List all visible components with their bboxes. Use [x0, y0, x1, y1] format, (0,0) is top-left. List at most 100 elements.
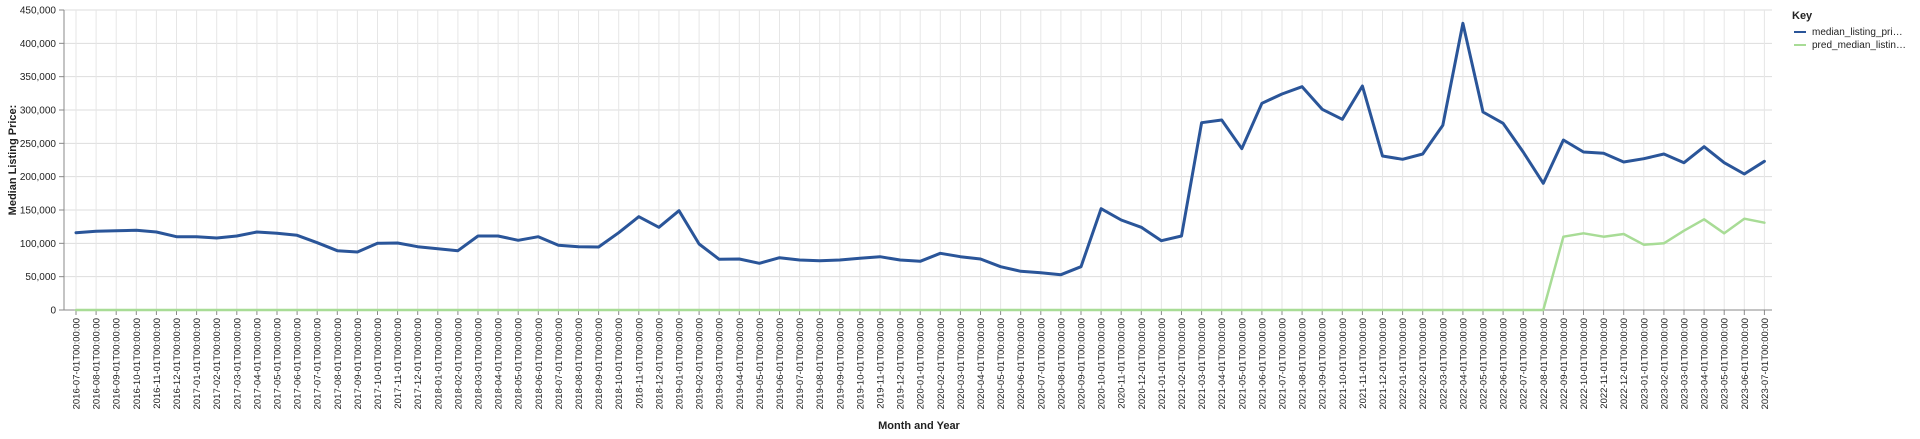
x-tick-label: 2017-07-01T00:00:00: [313, 318, 324, 409]
legend-title: Key: [1792, 10, 1813, 22]
x-tick-label: 2021-10-01T00:00:00: [1338, 318, 1349, 409]
x-tick-label: 2017-06-01T00:00:00: [293, 318, 304, 409]
x-tick-label: 2022-06-01T00:00:00: [1499, 318, 1510, 409]
y-tick-label: 250,000: [20, 139, 57, 150]
x-tick-label: 2021-07-01T00:00:00: [1278, 318, 1289, 409]
x-tick-label: 2017-01-01T00:00:00: [192, 318, 203, 409]
x-tick-label: 2018-01-01T00:00:00: [433, 318, 444, 409]
x-tick-label: 2021-08-01T00:00:00: [1298, 318, 1309, 409]
x-tick-label: 2021-06-01T00:00:00: [1257, 318, 1268, 409]
x-tick-label: 2023-07-01T00:00:00: [1760, 318, 1771, 409]
y-tick-label: 350,000: [20, 72, 57, 83]
x-tick-label: 2022-07-01T00:00:00: [1519, 318, 1530, 409]
axes-layer: 0 50,000 100,000 150,000 200,000 250,000 300,0…: [20, 6, 1772, 409]
x-tick-label: 2016-09-01T00:00:00: [112, 318, 123, 409]
x-tick-label: 2022-05-01T00:00:00: [1479, 318, 1490, 409]
x-axis-title: Month and Year: [878, 420, 960, 432]
grid-layer: [64, 9, 1772, 311]
x-tick-label: 2016-08-01T00:00:00: [92, 318, 103, 409]
x-tick-label: 2020-02-01T00:00:00: [936, 318, 947, 409]
x-tick-label: 2020-06-01T00:00:00: [1016, 318, 1027, 409]
x-tick-label: 2022-04-01T00:00:00: [1458, 318, 1469, 409]
x-tick-label: 2023-01-01T00:00:00: [1639, 318, 1650, 409]
x-tick-label: 2021-11-01T00:00:00: [1358, 318, 1369, 409]
x-tick-label: 2023-05-01T00:00:00: [1720, 318, 1731, 409]
x-tick-label: 2022-10-01T00:00:00: [1579, 318, 1590, 409]
x-tick-label: 2022-09-01T00:00:00: [1559, 318, 1570, 409]
x-tick-label: 2020-12-01T00:00:00: [1137, 318, 1148, 409]
x-tick-label: 2023-02-01T00:00:00: [1659, 318, 1670, 409]
x-tick-label: 2019-10-01T00:00:00: [855, 318, 866, 409]
x-tick-label: 2018-09-01T00:00:00: [594, 318, 605, 409]
x-tick-label: 2019-12-01T00:00:00: [896, 318, 907, 409]
x-tick-label: 2016-11-01T00:00:00: [152, 318, 163, 409]
x-tick-label: 2017-11-01T00:00:00: [393, 318, 404, 409]
x-tick-label: 2018-05-01T00:00:00: [514, 318, 525, 409]
x-tick-label: 2020-04-01T00:00:00: [976, 318, 987, 409]
x-tick-label: 2016-07-01T00:00:00: [72, 318, 83, 409]
legend: Key median_listing_pri… pred_median_list…: [1792, 10, 1906, 51]
x-tick-label: 2018-02-01T00:00:00: [453, 318, 464, 409]
x-tick-label: 2023-03-01T00:00:00: [1680, 318, 1691, 409]
x-tick-label: 2018-12-01T00:00:00: [654, 318, 665, 409]
x-tick-label: 2022-12-01T00:00:00: [1619, 318, 1630, 409]
x-tick-label: 2017-09-01T00:00:00: [353, 318, 364, 409]
y-tick-label: 400,000: [20, 39, 57, 50]
x-tick-label: 2017-05-01T00:00:00: [273, 318, 284, 409]
x-tick-label: 2021-03-01T00:00:00: [1197, 318, 1208, 409]
x-tick-label: 2017-04-01T00:00:00: [252, 318, 263, 409]
x-tick-label: 2017-08-01T00:00:00: [333, 318, 344, 409]
y-tick-label: 150,000: [20, 206, 57, 217]
x-tick-label: 2020-10-01T00:00:00: [1097, 318, 1108, 409]
y-tick-label: 100,000: [20, 239, 57, 250]
x-tick-label: 2020-05-01T00:00:00: [996, 318, 1007, 409]
x-tick-label: 2017-02-01T00:00:00: [212, 318, 223, 409]
series-layer: [74, 21, 1766, 312]
x-tick-label: 2020-11-01T00:00:00: [1117, 318, 1128, 409]
x-tick-label: 2018-07-01T00:00:00: [554, 318, 565, 409]
x-tick-label: 2021-01-01T00:00:00: [1157, 318, 1168, 409]
x-tick-label: 2019-01-01T00:00:00: [675, 318, 686, 409]
series-line-median-listing-price: [74, 21, 1766, 277]
x-tick-label: 2018-04-01T00:00:00: [494, 318, 505, 409]
x-tick-label: 2018-06-01T00:00:00: [534, 318, 545, 409]
y-axis-title: Median Listing Price:: [7, 105, 19, 216]
x-tick-label: 2022-02-01T00:00:00: [1418, 318, 1429, 409]
x-tick-label: 2020-09-01T00:00:00: [1077, 318, 1088, 409]
x-tick-label: 2020-01-01T00:00:00: [916, 318, 927, 409]
y-tick-label: 50,000: [25, 272, 56, 283]
x-tick-label: 2021-02-01T00:00:00: [1177, 318, 1188, 409]
x-tick-label: 2019-03-01T00:00:00: [715, 318, 726, 409]
legend-label-median: median_listing_pri…: [1812, 27, 1903, 38]
x-tick-label: 2019-09-01T00:00:00: [835, 318, 846, 409]
x-tick-label: 2019-07-01T00:00:00: [795, 318, 806, 409]
series-line-pred-median-listing-price: [74, 217, 1766, 312]
x-tick-label: 2021-12-01T00:00:00: [1378, 318, 1389, 409]
x-tick-label: 2022-08-01T00:00:00: [1539, 318, 1550, 409]
x-tick-label: 2020-03-01T00:00:00: [956, 318, 967, 409]
y-tick-label: 0: [50, 306, 56, 317]
y-tick-label: 200,000: [20, 172, 57, 183]
x-tick-label: 2019-04-01T00:00:00: [735, 318, 746, 409]
x-tick-label: 2016-12-01T00:00:00: [172, 318, 183, 409]
y-tick-label: 450,000: [20, 6, 57, 17]
x-tick-label: 2018-03-01T00:00:00: [474, 318, 485, 409]
x-tick-label: 2022-03-01T00:00:00: [1438, 318, 1449, 409]
x-tick-label: 2018-11-01T00:00:00: [634, 318, 645, 409]
x-tick-label: 2019-02-01T00:00:00: [695, 318, 706, 409]
x-tick-label: 2020-08-01T00:00:00: [1056, 318, 1067, 409]
legend-label-pred: pred_median_listin…: [1812, 40, 1906, 51]
x-tick-label: 2022-11-01T00:00:00: [1599, 318, 1610, 409]
x-tick-label: 2021-09-01T00:00:00: [1318, 318, 1329, 409]
x-tick-label: 2023-06-01T00:00:00: [1740, 318, 1751, 409]
y-tick-label: 300,000: [20, 106, 57, 117]
x-tick-label: 2020-07-01T00:00:00: [1036, 318, 1047, 409]
x-tick-label: 2017-10-01T00:00:00: [373, 318, 384, 409]
x-tick-label: 2017-03-01T00:00:00: [232, 318, 243, 409]
x-tick-label: 2016-10-01T00:00:00: [132, 318, 143, 409]
x-tick-label: 2018-10-01T00:00:00: [614, 318, 625, 409]
x-tick-label: 2018-08-01T00:00:00: [574, 318, 585, 409]
x-tick-label: 2022-01-01T00:00:00: [1398, 318, 1409, 409]
